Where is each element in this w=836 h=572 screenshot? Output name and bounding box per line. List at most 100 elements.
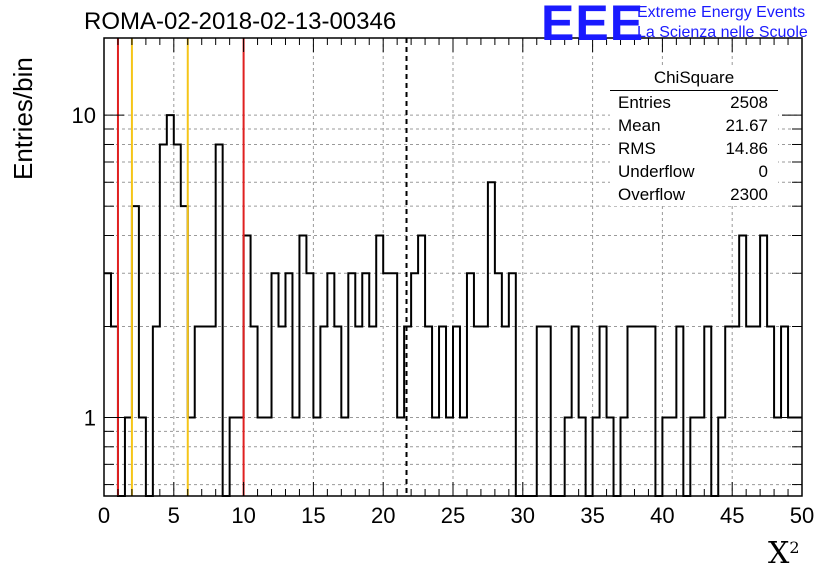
- stats-key: Overflow: [618, 185, 686, 204]
- histogram-bin: [488, 182, 495, 496]
- stats-value: 21.67: [725, 116, 768, 135]
- x-tick-label: 40: [650, 503, 674, 528]
- histogram-bin: [502, 326, 509, 496]
- histogram-bin: [732, 326, 739, 496]
- histogram-bin: [153, 326, 160, 496]
- histogram-bin: [195, 326, 202, 496]
- histogram-bin: [104, 273, 111, 496]
- histogram-bin: [404, 326, 411, 496]
- histogram-bin: [481, 326, 488, 496]
- stats-value: 0: [758, 162, 768, 181]
- histogram-bin: [641, 326, 648, 496]
- histogram-bin: [676, 326, 683, 496]
- histogram-bin: [376, 235, 383, 496]
- histogram-bin: [739, 235, 746, 496]
- histogram-bin: [781, 326, 788, 496]
- logo-letters: EEE: [541, 0, 645, 51]
- histogram-bin: [327, 273, 334, 496]
- stats-key: Underflow: [618, 162, 695, 181]
- histogram-bin: [348, 273, 355, 496]
- histogram-bin: [160, 144, 167, 496]
- stats-key: Entries: [618, 93, 671, 112]
- histogram-bin: [753, 326, 760, 496]
- histogram-bin: [537, 326, 544, 496]
- histogram-bin: [495, 273, 502, 496]
- x-axis-label-text: X: [768, 536, 790, 571]
- x-tick-label: 5: [168, 503, 180, 528]
- stats-key: Mean: [618, 116, 661, 135]
- histogram-bin: [111, 326, 118, 496]
- histogram-bin: [272, 273, 279, 496]
- histogram-bin: [362, 273, 369, 496]
- histogram-bin: [544, 326, 551, 496]
- stats-row-underflow: Underflow 0: [610, 160, 778, 183]
- histogram-bin: [279, 326, 286, 496]
- histogram-bin: [474, 326, 481, 496]
- histogram-bin: [411, 273, 418, 496]
- logo-line-2: La Scienza nelle Scuole: [637, 24, 808, 41]
- histogram-bin: [251, 326, 258, 496]
- x-tick-label: 50: [790, 503, 814, 528]
- stats-row-overflow: Overflow 2300: [610, 183, 778, 206]
- histogram-bin: [600, 326, 607, 496]
- x-tick-label: 0: [98, 503, 110, 528]
- eee-logo: EEE Extreme Energy Events La Scienza nel…: [541, 0, 831, 51]
- histogram-bin: [174, 144, 181, 496]
- histogram-bin: [509, 273, 516, 496]
- histogram-bin: [439, 326, 446, 496]
- histogram-bin: [390, 273, 397, 496]
- histogram-bin: [628, 326, 635, 496]
- histogram-bin: [467, 273, 474, 496]
- x-tick-label: 25: [441, 503, 465, 528]
- histogram-bin: [746, 326, 753, 496]
- histogram-outline: [104, 114, 802, 497]
- histogram-bin: [132, 206, 139, 496]
- x-axis-label-superscript: 2: [789, 538, 800, 557]
- histogram-bin: [572, 326, 579, 496]
- histogram-bin: [306, 273, 313, 496]
- x-tick-label: 15: [301, 503, 325, 528]
- y-axis-label: Entries/bin: [8, 57, 38, 180]
- stats-value: 2508: [730, 93, 768, 112]
- histogram-bin: [634, 326, 641, 496]
- histogram-bin: [244, 235, 251, 496]
- logo-line-1: Extreme Energy Events: [637, 4, 806, 21]
- histogram-bin: [453, 326, 460, 496]
- x-tick-label: 45: [720, 503, 744, 528]
- stats-row-rms: RMS 14.86: [610, 137, 778, 160]
- stats-box: ChiSquare Entries 2508 Mean 21.67 RMS 14.86…: [610, 66, 778, 206]
- y-tick-label: 1: [84, 406, 96, 431]
- stats-row-entries: Entries 2508: [610, 91, 778, 114]
- histogram-bin: [320, 326, 327, 496]
- y-tick-label: 10: [72, 103, 96, 128]
- histogram-bin: [648, 326, 655, 496]
- stats-title: ChiSquare: [610, 66, 778, 91]
- histogram-bin: [181, 206, 188, 496]
- histogram-bin: [209, 326, 216, 496]
- histogram-bin: [425, 326, 432, 496]
- histogram-bin: [299, 235, 306, 496]
- x-tick-label: 35: [580, 503, 604, 528]
- histogram-bin: [760, 235, 767, 496]
- histogram-bin: [767, 326, 774, 496]
- histogram-bin: [202, 326, 209, 496]
- histogram-bin: [369, 326, 376, 496]
- chart-title: ROMA-02-2018-02-13-00346: [84, 8, 397, 35]
- x-tick-label: 20: [371, 503, 395, 528]
- stats-value: 2300: [730, 185, 768, 204]
- histogram-bin: [216, 144, 223, 496]
- histogram-bin: [334, 326, 341, 496]
- x-axis-label: X2: [768, 536, 800, 571]
- histogram-bin: [725, 326, 732, 496]
- histogram-bin: [704, 326, 711, 496]
- x-tick-label: 10: [231, 503, 255, 528]
- stats-row-mean: Mean 21.67: [610, 114, 778, 137]
- histogram-bin: [285, 273, 292, 496]
- histogram-bin: [355, 326, 362, 496]
- x-tick-label: 30: [511, 503, 535, 528]
- histogram-bin: [383, 273, 390, 496]
- histogram-bin: [167, 115, 174, 496]
- stats-key: RMS: [618, 139, 656, 158]
